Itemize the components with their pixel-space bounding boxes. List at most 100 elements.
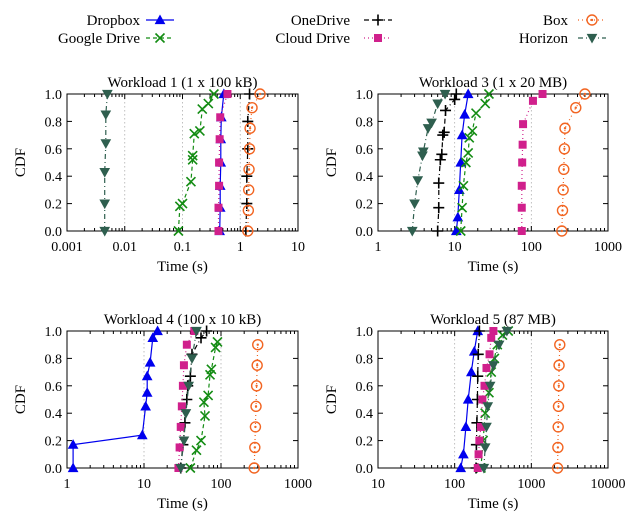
data-point-dropbox (465, 366, 477, 377)
data-point-box (553, 380, 565, 392)
series-line-horizon (180, 330, 198, 469)
series-horizon (175, 326, 202, 474)
data-point-dropbox (141, 370, 153, 381)
data-point-dropbox (136, 429, 148, 440)
data-point-horizon (191, 326, 202, 337)
grid (454, 331, 532, 468)
data-point-onedrive (241, 198, 253, 210)
legend-marker-plus (372, 14, 384, 26)
series-dropbox (67, 325, 163, 473)
data-point-cloud-drive (538, 90, 547, 98)
data-point-dropbox (152, 325, 163, 336)
data-point-cloud-drive (214, 203, 223, 212)
grid (143, 331, 222, 468)
data-point-dropbox (67, 462, 79, 473)
data-point-google-drive (203, 98, 214, 109)
series-box (242, 88, 266, 237)
y-tick-label: 0.8 (356, 115, 374, 130)
data-point-box (243, 143, 256, 155)
y-tick-label: 0.2 (356, 198, 374, 213)
series-layer (406, 88, 591, 237)
data-point-google-drive (185, 462, 196, 474)
data-point-cloud-drive (215, 135, 224, 144)
series-line-box (561, 93, 586, 232)
legend-label: Google Drive (58, 31, 140, 47)
data-point-cloud-drive (216, 113, 225, 122)
data-point-cloud-drive (476, 422, 485, 431)
data-point-google-drive (198, 397, 209, 408)
plot-frame (377, 93, 609, 232)
y-tick-label: 0.0 (45, 462, 63, 477)
data-point-horizon (99, 167, 111, 178)
data-point-dropbox (458, 448, 469, 459)
legend-label: Cloud Drive (275, 31, 350, 47)
series-line-google-drive (460, 93, 490, 232)
grid (124, 94, 241, 231)
y-axis-label: CDF (324, 148, 340, 177)
data-point-onedrive (437, 129, 449, 141)
data-point-box (556, 225, 568, 237)
series-horizon (406, 89, 451, 237)
x-axis-label: Time (s) (468, 496, 519, 512)
data-point-google-drive (483, 88, 495, 100)
data-point-box (558, 143, 571, 155)
data-point-onedrive (433, 177, 445, 189)
data-point-horizon (412, 176, 424, 186)
y-tick-label: 0.0 (45, 225, 63, 240)
panel-workload-4: 0.0 0.2 0.4 0.6 0.8 1.0 1 10 100 1000 Workload 4 (… (13, 312, 312, 512)
data-point-box (251, 359, 263, 371)
data-point-horizon (178, 436, 190, 447)
grid (454, 94, 532, 231)
data-point-horizon (99, 199, 111, 210)
x-tick-label: 1 (64, 477, 71, 492)
series-google-drive (173, 88, 219, 237)
x-tick-label: 100 (444, 477, 465, 492)
data-point-box (552, 421, 564, 433)
y-tick-label: 0.6 (45, 143, 63, 158)
series-box (248, 339, 264, 474)
data-point-google-drive (460, 157, 471, 168)
data-point-horizon (175, 463, 187, 474)
data-point-horizon (482, 402, 494, 412)
data-point-horizon (180, 409, 192, 419)
legend-marker-triangle-up (154, 14, 166, 25)
x-axis-label: Time (s) (468, 259, 519, 275)
series-onedrive (432, 88, 462, 237)
data-point-horizon (493, 340, 505, 351)
data-point-cloud-drive (517, 181, 526, 190)
data-point-dropbox (462, 393, 474, 404)
legend-label: OneDrive (291, 13, 350, 29)
legend-label: Box (543, 13, 569, 29)
data-point-horizon (417, 147, 429, 158)
data-point-cloud-drive (179, 361, 188, 370)
series-box (556, 88, 591, 237)
legend-marker-triangle-down (586, 33, 598, 44)
data-point-box (242, 184, 255, 196)
x-tick-label: 10000 (591, 477, 626, 492)
data-point-horizon (479, 443, 491, 453)
x-tick-label: 1 (237, 240, 244, 255)
x-tick-label: 1000 (517, 477, 545, 492)
legend-label: Horizon (519, 31, 569, 47)
y-tick-label: 0.8 (45, 115, 63, 130)
legend-item-onedrive: OneDrive (291, 13, 392, 29)
data-point-onedrive (242, 115, 254, 127)
series-cloud-drive (517, 90, 547, 235)
y-tick-label: 0.0 (356, 462, 374, 477)
data-point-google-drive (467, 125, 478, 137)
data-point-dropbox (452, 211, 464, 222)
data-point-google-drive (194, 125, 205, 137)
legend-item-cloud-drive: Cloud Drive (275, 31, 392, 47)
series-dropbox (450, 88, 474, 236)
data-point-cloud-drive (474, 450, 483, 459)
data-point-onedrive (450, 88, 462, 100)
data-point-google-drive (457, 202, 468, 213)
panel-workload-5: 0.0 0.2 0.4 0.6 0.8 1.0 10 100 1000 10000 Workload… (324, 312, 626, 512)
data-point-cloud-drive (182, 340, 191, 349)
y-tick-label: 0.4 (356, 170, 374, 185)
data-point-box (249, 441, 261, 454)
data-point-box (553, 359, 565, 371)
data-point-horizon (183, 381, 194, 392)
legend: Dropbox Google Drive OneDrive Cloud Drive Bo… (58, 13, 606, 47)
data-point-box (242, 204, 255, 217)
